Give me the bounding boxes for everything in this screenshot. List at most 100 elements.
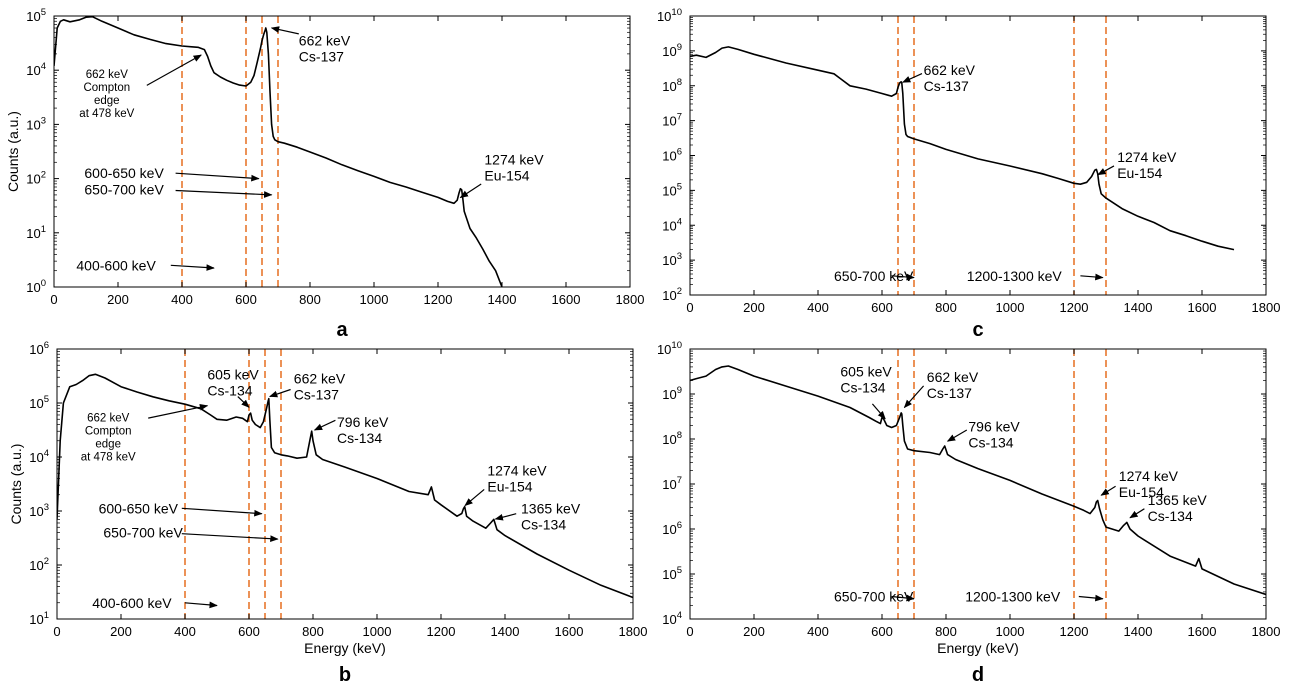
y-tick-label-c-8: 1010 [657, 7, 682, 24]
x-tick-label-c-1: 200 [743, 300, 765, 315]
x-tick-label-b-3: 600 [238, 624, 260, 639]
y-tick-label-b-4: 105 [29, 394, 49, 411]
x-tick-label-c-3: 600 [871, 300, 893, 315]
annotation-b-0: 605 keV Cs-134 [207, 366, 259, 398]
annotation-arrow-b-8 [184, 601, 218, 609]
annotation-arrow-d-4 [1129, 508, 1145, 519]
x-tick-label-b-8: 1600 [555, 624, 584, 639]
annotation-arrow-d-3 [1100, 485, 1116, 496]
x-tick-label-d-1: 200 [743, 624, 765, 639]
axes-frame-a [53, 15, 631, 288]
annotation-arrow-a-0 [270, 26, 299, 35]
y-tick-label-b-5: 106 [29, 340, 49, 357]
y-tick-label-b-3: 104 [29, 448, 49, 465]
annotation-b-4: 600-650 keV [99, 500, 179, 516]
x-tick-label-a-3: 600 [235, 292, 257, 307]
annotation-a-3: 650-700 keV [84, 181, 164, 197]
x-tick-label-b-7: 1400 [491, 624, 520, 639]
y-axis-label-b: Counts (a.u.) [8, 444, 24, 525]
annotation-c-0: 662 keV Cs-137 [924, 62, 976, 94]
x-tick-label-a-6: 1200 [424, 292, 453, 307]
x-tick-label-c-2: 400 [807, 300, 829, 315]
panel-d: 0 200 400 600 800 1000 1200 1400 1600 1800 104 105 1… [657, 340, 1281, 686]
annotation-b-6: 1274 keV Eu-154 [487, 463, 547, 495]
annotation-a-5: 400-600 keV [76, 257, 156, 273]
x-tick-label-c-7: 1400 [1124, 300, 1153, 315]
y-tick-label-a-2: 102 [26, 170, 46, 187]
y-tick-label-c-2: 104 [662, 216, 682, 233]
y-tick-label-a-3: 103 [26, 115, 46, 132]
annotation-arrow-a-3 [175, 189, 273, 198]
x-tick-label-d-4: 800 [935, 624, 957, 639]
y-tick-label-a-1: 101 [26, 224, 46, 241]
x-tick-label-d-3: 600 [871, 624, 893, 639]
x-tick-label-c-6: 1200 [1060, 300, 1089, 315]
annotation-arrow-d-6 [1078, 594, 1104, 602]
annotation-c-1: 1274 keV Eu-154 [1117, 149, 1177, 181]
annotation-c-3: 1200-1300 keV [967, 268, 1063, 284]
x-tick-label-a-7: 1400 [488, 292, 517, 307]
x-axis-label-b: Energy (keV) [304, 640, 386, 656]
annotation-d-2: 796 keV Cs-134 [968, 418, 1020, 450]
annotation-d-3: 1274 keV Eu-154 [1119, 468, 1179, 500]
y-tick-label-d-0: 104 [662, 610, 682, 627]
x-tick-label-a-5: 1000 [360, 292, 389, 307]
y-tick-label-a-4: 104 [26, 61, 46, 78]
annotation-b-3: 662 keV Compton edge at 478 keV [81, 413, 136, 464]
annotation-arrow-a-2 [175, 172, 260, 182]
annotation-a-4: 1274 keV Eu-154 [484, 152, 544, 184]
y-tick-label-d-6: 1010 [657, 340, 682, 357]
y-tick-label-d-5: 109 [662, 385, 682, 402]
x-tick-label-b-1: 200 [110, 624, 132, 639]
annotation-arrow-b-1 [269, 388, 291, 398]
annotation-arrow-c-0 [902, 72, 923, 83]
spectrum-line-d-0 [690, 365, 1266, 596]
y-tick-label-a-0: 100 [26, 278, 46, 295]
y-tick-label-c-3: 105 [662, 181, 682, 198]
x-tick-label-d-9: 1800 [1252, 624, 1281, 639]
spectrum-line-b-0 [57, 373, 633, 599]
annotation-arrow-b-7 [494, 513, 517, 521]
x-tick-label-d-6: 1200 [1060, 624, 1089, 639]
y-tick-label-d-2: 106 [662, 520, 682, 537]
spectrum-line-c-0 [690, 46, 1235, 251]
annotation-b-7: 1365 keV Cs-134 [521, 500, 581, 532]
y-tick-label-c-0: 102 [662, 286, 682, 303]
y-tick-label-b-1: 102 [29, 556, 49, 573]
spectrum-line-a-0 [54, 16, 503, 287]
panel-label-d: d [972, 664, 984, 686]
annotation-arrow-d-0 [871, 403, 886, 420]
annotation-arrow-a-5 [170, 264, 215, 271]
y-tick-label-c-4: 106 [662, 147, 682, 164]
x-tick-label-d-0: 0 [686, 624, 693, 639]
x-tick-label-b-4: 800 [302, 624, 324, 639]
x-tick-label-c-9: 1800 [1252, 300, 1281, 315]
axes-frame-d [689, 348, 1267, 620]
annotation-arrow-c-2 [891, 273, 915, 281]
annotation-arrow-c-1 [1097, 165, 1115, 176]
y-axis-label-a: Counts (a.u.) [5, 111, 21, 192]
annotation-arrow-d-1 [903, 385, 925, 409]
annotation-arrow-b-6 [464, 488, 485, 507]
x-tick-label-d-8: 1600 [1188, 624, 1217, 639]
panel-label-b: b [339, 664, 351, 686]
annotation-arrow-d-2 [946, 429, 968, 442]
x-tick-label-c-4: 800 [935, 300, 957, 315]
x-tick-label-a-0: 0 [50, 292, 57, 307]
annotation-d-4: 1365 keV Cs-134 [1148, 492, 1208, 524]
annotation-arrow-b-3 [148, 403, 209, 419]
y-tick-label-c-5: 107 [662, 112, 682, 129]
x-tick-label-a-8: 1600 [552, 292, 581, 307]
x-tick-label-a-4: 800 [299, 292, 321, 307]
x-tick-label-d-2: 400 [807, 624, 829, 639]
y-tick-label-b-0: 101 [29, 610, 49, 627]
x-tick-label-b-6: 1200 [427, 624, 456, 639]
y-tick-label-b-2: 103 [29, 502, 49, 519]
annotation-b-5: 650-700 keV [103, 525, 183, 541]
x-tick-label-b-9: 1800 [619, 624, 648, 639]
x-tick-label-c-0: 0 [686, 300, 693, 315]
annotation-c-2: 650-700 keV [834, 268, 914, 284]
annotation-b-1: 662 keV Cs-137 [294, 371, 346, 403]
x-tick-label-b-5: 1000 [363, 624, 392, 639]
